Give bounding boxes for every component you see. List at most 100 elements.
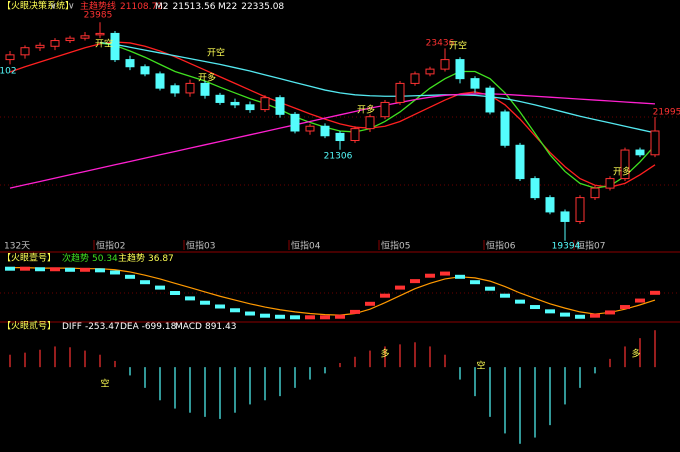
trend-block (425, 273, 435, 278)
candle-body (245, 104, 255, 111)
trend-block (5, 266, 15, 271)
indicator-line (99, 42, 656, 189)
candle-body (410, 73, 420, 84)
legend-value: 36.87 (148, 254, 174, 264)
trend-block (200, 300, 210, 305)
legend-name: DEA (120, 322, 140, 332)
trend-block (650, 290, 660, 295)
candle-body (575, 197, 585, 222)
trend-block (560, 312, 570, 317)
trend-block (575, 314, 585, 319)
trend-block (125, 274, 135, 279)
x-tick-label: 恒指02 (96, 240, 125, 252)
legend-name: 主趋势 (118, 252, 145, 264)
legend-value: 21108.73 (120, 2, 163, 12)
x-tick-label: 恒指06 (486, 240, 516, 252)
signal-label: 开多 (198, 72, 216, 84)
trend-block (620, 305, 630, 310)
candle-body (80, 35, 90, 39)
trend-block (500, 293, 510, 298)
trend-block (410, 279, 420, 284)
trend-block (140, 280, 150, 285)
trend-block (20, 266, 30, 271)
candle-body (110, 32, 120, 61)
indicator-line (99, 41, 656, 134)
candle-body (200, 82, 210, 96)
panel-title: 【火眼壹号】 (2, 252, 56, 264)
trend-block (545, 309, 555, 314)
candle-body (455, 59, 465, 80)
trend-block (380, 293, 390, 298)
candle-body (185, 82, 195, 94)
legend-value: -699.18 (142, 322, 177, 332)
trend-block (80, 267, 90, 272)
price-annotation: 21306 (324, 152, 353, 162)
trend-block (455, 274, 465, 279)
period-label: 132天 (4, 242, 30, 252)
candle-body (605, 178, 615, 189)
candle-body (5, 54, 15, 61)
trend-block (515, 299, 525, 304)
dropdown-caret: ∨ (50, 2, 57, 12)
candle-body (260, 97, 270, 111)
trend-block (590, 313, 600, 318)
price-annotation: 23436 (426, 39, 455, 49)
legend-name: M22 (218, 2, 237, 12)
legend-value: -253.47 (85, 322, 120, 332)
trend-block (365, 301, 375, 306)
trend-block (470, 280, 480, 285)
candle-body (440, 59, 450, 70)
legend-entry: 主趋势线 21108.73 (80, 0, 163, 12)
trend-block (170, 291, 180, 295)
candle-body (350, 128, 360, 142)
candle-body (395, 82, 405, 103)
candle-body (500, 111, 510, 146)
candle-body (560, 211, 570, 222)
dropdown-caret: ∨ (68, 2, 75, 12)
candle-body (95, 32, 105, 36)
price-annotation: 21995 (653, 108, 680, 118)
trend-block (350, 309, 360, 314)
trend-block (530, 305, 540, 310)
signal-label: 空 (100, 378, 109, 390)
trend-block (65, 267, 75, 272)
panel-title: 【火眼决策系统】 (2, 0, 74, 12)
trend-block (605, 310, 615, 315)
legend-value: 891.43 (205, 322, 237, 332)
trend-block (305, 315, 315, 320)
candle-body (425, 68, 435, 75)
candle-body (65, 37, 75, 42)
trend-block (320, 315, 330, 320)
candle-body (170, 85, 180, 94)
signal-label: 开空 (207, 47, 225, 59)
candle-body (275, 97, 285, 115)
trend-block (95, 268, 105, 273)
candle-body (620, 149, 630, 180)
trend-block (335, 314, 345, 319)
legend-entry: M2 21513.56 (155, 2, 216, 12)
dropdown-caret: ∨ (50, 2, 57, 12)
legend-name: 主趋势线 (80, 0, 116, 12)
x-tick-label: 恒指07 (576, 240, 605, 252)
trend-block (110, 270, 120, 275)
legend-entry: DIFF -253.47 (62, 322, 120, 332)
price-annotation: 102 (0, 67, 17, 77)
x-tick-label: 恒指05 (381, 240, 410, 252)
legend-name: DIFF (62, 322, 82, 332)
candle-body (155, 73, 165, 89)
signal-label: 多 (380, 348, 389, 360)
legend-name: MACD (175, 322, 202, 332)
legend-entry: 主趋势 36.87 (118, 252, 174, 264)
candle-body (365, 116, 375, 130)
candle-body (305, 125, 315, 132)
candle-body (470, 78, 480, 89)
candle-body (515, 144, 525, 180)
legend-value: 50.34 (92, 254, 118, 264)
signal-label: 开多 (613, 166, 631, 178)
candle-body (290, 113, 300, 132)
candle-body (590, 187, 600, 199)
trend-block (395, 285, 405, 290)
candle-body (320, 125, 330, 137)
price-annotation: 23985 (84, 11, 113, 21)
trend-block (35, 267, 45, 272)
